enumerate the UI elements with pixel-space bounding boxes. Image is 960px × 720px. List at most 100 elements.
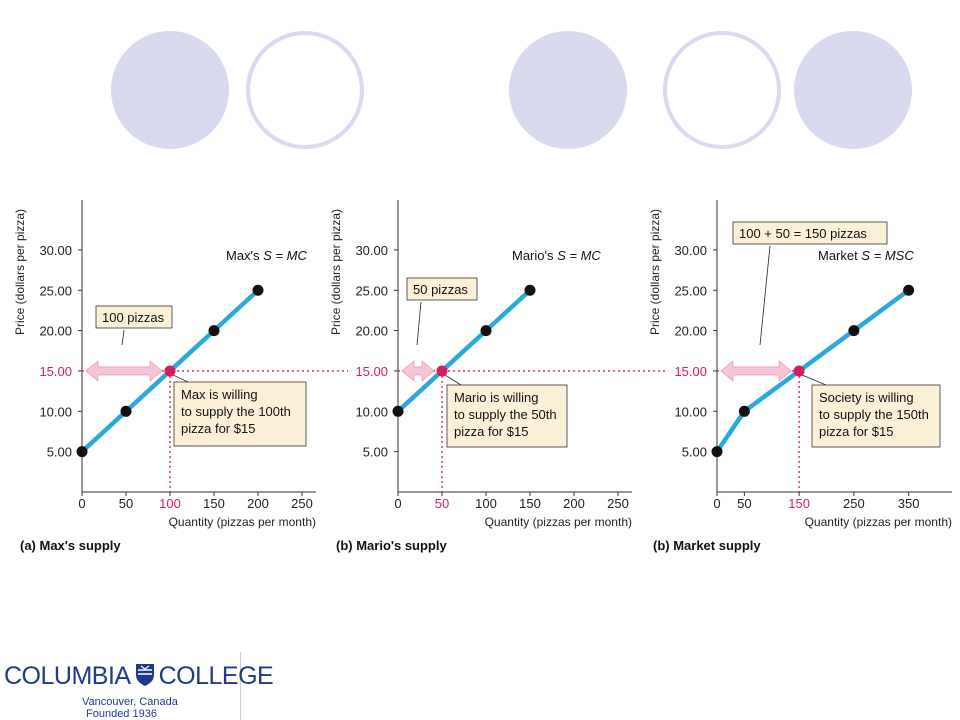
callout-line: Mario is willing: [454, 390, 539, 405]
deco-circle-3: [509, 31, 627, 149]
callout-line: to supply the 50th: [454, 407, 557, 422]
y-tick-label: 25.00: [674, 283, 707, 298]
y-tick-label: 20.00: [39, 324, 72, 339]
deco-circle-5: [794, 31, 912, 149]
y-tick-label-highlight: 15.00: [39, 364, 72, 379]
panel-a: 5.00 10.00 20.00 25.00 30.00 0 50 100 150 200 250 Q…: [13, 200, 348, 553]
logo-right-text: COLLEGE: [158, 662, 274, 690]
data-point: [76, 446, 88, 458]
y-tick-label: 30.00: [674, 243, 707, 258]
series-label: Mario's S = MC: [512, 248, 601, 263]
logo-wordmark: COLUMBIA COLLEGE: [4, 662, 274, 691]
logo-left-text: COLUMBIA: [4, 662, 131, 690]
x-tick-label: 100: [475, 496, 497, 511]
x-tick-label: 150: [788, 496, 810, 511]
data-point: [208, 325, 220, 337]
slide-decoration: [111, 31, 912, 149]
y-tick-label-highlight: 15.00: [674, 364, 707, 379]
callout-leader: [172, 374, 189, 383]
callout-line: to supply the 150th: [819, 407, 929, 422]
x-tick-label: 250: [291, 496, 313, 511]
data-point: [848, 325, 860, 337]
callout-leader: [801, 374, 827, 386]
arrow-label-box: [732, 221, 888, 245]
x-tick-label: 100: [159, 496, 181, 511]
x-tick-label: 150: [203, 496, 225, 511]
y-axis-title: Price (dollars per pizza): [13, 209, 27, 335]
crest-icon: [135, 664, 154, 686]
x-tick-label: 0: [394, 496, 401, 511]
panel-c: 5.00 10.00 20.00 25.00 30.00 0 50 150 250 350 Quan…: [648, 200, 952, 553]
data-point: [524, 284, 536, 296]
x-tick-label: 200: [563, 496, 585, 511]
quantity-arrow: [85, 360, 163, 382]
arrow-label: 50 pizzas: [413, 282, 468, 297]
data-point: [711, 446, 723, 458]
y-tick-label: 20.00: [674, 324, 707, 339]
logo-location: Vancouver, Canada: [82, 696, 178, 708]
x-tick-label: 200: [247, 496, 269, 511]
x-tick-label: 50: [737, 496, 751, 511]
y-axis-title: Price (dollars per pizza): [329, 209, 343, 335]
y-axis-title: Price (dollars per pizza): [648, 209, 662, 335]
callout-box: [173, 381, 307, 447]
panel-caption: (a) Max's supply: [20, 538, 121, 553]
x-axis-title: Quantity (pizzas per month): [805, 515, 952, 529]
x-tick-label: 50: [435, 496, 449, 511]
y-tick-label: 10.00: [674, 404, 707, 419]
arrow-label: 100 pizzas: [102, 310, 165, 325]
panel-b: 5.00 10.00 20.00 25.00 30.00 0 50 100 150 200 250 Q…: [329, 200, 667, 553]
data-point: [252, 284, 264, 296]
arrow-label-leader: [121, 329, 125, 346]
data-point: [120, 405, 132, 417]
supply-line: [396, 288, 532, 413]
callout-line: pizza for $15: [819, 424, 893, 439]
college-logo: COLUMBIA COLLEGE Vancouver, Canada Founde…: [0, 652, 274, 720]
series-label: Market S = MSC: [818, 248, 914, 263]
callout-line: Max is willing: [181, 387, 258, 402]
y-tick-label: 25.00: [355, 283, 388, 298]
x-tick-label: 250: [607, 496, 629, 511]
deco-circle-2: [246, 31, 364, 149]
quantity-arrow: [720, 360, 792, 382]
x-tick-label: 350: [898, 496, 920, 511]
quantity-arrow: [401, 360, 435, 382]
y-tick-label: 20.00: [355, 324, 388, 339]
callout-leader: [444, 374, 462, 386]
logo-founded: Founded 1936: [86, 708, 157, 720]
callout-line: Society is willing: [819, 390, 914, 405]
x-tick-label: 0: [78, 496, 85, 511]
highlight-point: [793, 365, 805, 377]
x-tick-label: 150: [519, 496, 541, 511]
highlight-point: [164, 365, 176, 377]
data-point: [738, 405, 750, 417]
y-tick-label: 10.00: [355, 404, 388, 419]
deco-circle-1: [111, 31, 229, 149]
y-tick-label: 30.00: [39, 243, 72, 258]
arrow-label: 100 + 50 = 150 pizzas: [739, 226, 867, 241]
supply-figure: 5.00 10.00 20.00 25.00 30.00 0 50 100 150 200 250 Q…: [13, 200, 952, 553]
y-tick-label-highlight: 15.00: [355, 364, 388, 379]
y-tick-label: 5.00: [47, 445, 72, 460]
y-tick-label: 30.00: [355, 243, 388, 258]
callout-line: pizza for $15: [181, 421, 255, 436]
x-axis-title: Quantity (pizzas per month): [485, 515, 632, 529]
y-tick-label: 25.00: [39, 283, 72, 298]
y-tick-label: 5.00: [363, 445, 388, 460]
highlight-point: [436, 365, 448, 377]
x-tick-label: 250: [843, 496, 865, 511]
data-point: [392, 405, 404, 417]
arrow-label-box: [95, 305, 173, 329]
x-tick-label: 0: [713, 496, 720, 511]
y-tick-label: 5.00: [682, 445, 707, 460]
callout-line: to supply the 100th: [181, 404, 291, 419]
panel-caption: (b) Market supply: [653, 538, 761, 553]
callout-line: pizza for $15: [454, 424, 528, 439]
series-label: Max's S = MC: [226, 248, 307, 263]
data-point: [903, 284, 915, 296]
x-tick-label: 50: [119, 496, 133, 511]
arrow-label-leader: [759, 245, 771, 346]
callout-box: [446, 384, 568, 448]
data-point: [480, 325, 492, 337]
y-tick-label: 10.00: [39, 404, 72, 419]
